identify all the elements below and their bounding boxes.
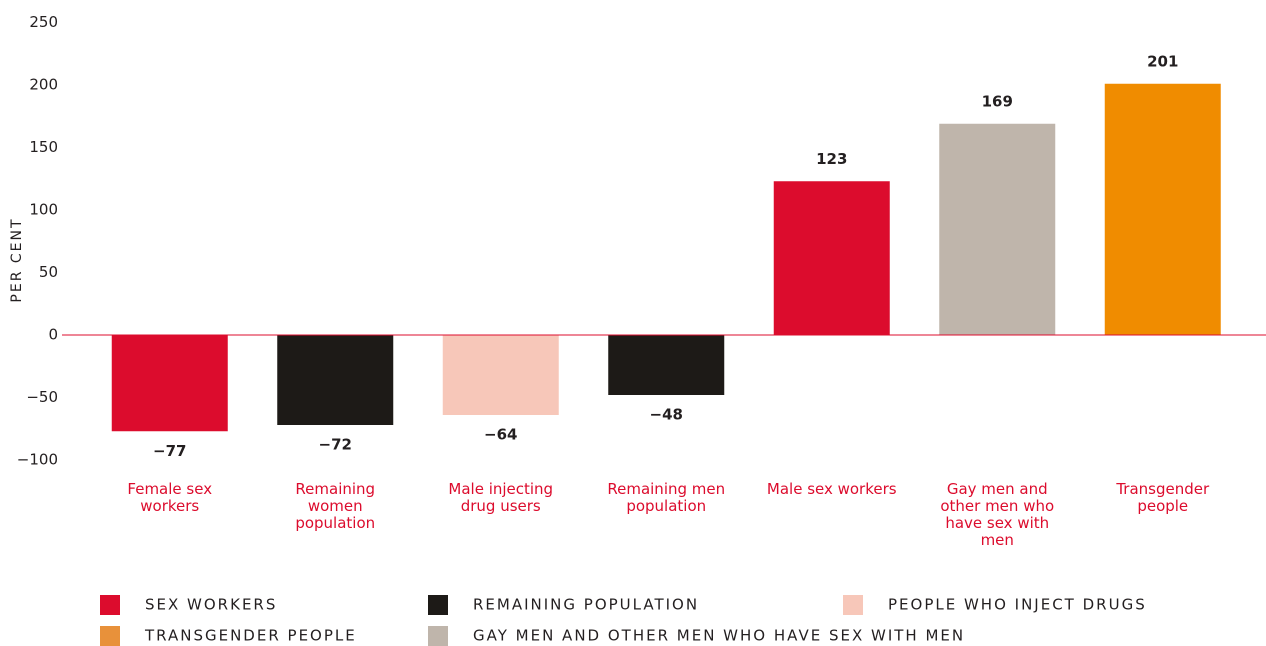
y-tick-label: −50 [26, 388, 58, 406]
x-tick-label: Remaining women population [295, 480, 376, 532]
bar [773, 181, 890, 335]
legend-swatch [428, 595, 448, 615]
x-tick-label: Remaining men population [607, 480, 726, 515]
bar [608, 335, 725, 395]
y-tick-label: 50 [39, 263, 58, 281]
bar [1104, 83, 1221, 335]
value-label: −48 [650, 406, 683, 424]
bar [111, 335, 228, 432]
y-tick-label: 150 [29, 138, 58, 156]
y-tick-label: 0 [48, 326, 58, 344]
y-tick-label: 200 [29, 76, 58, 94]
legend-swatch [100, 626, 120, 646]
x-tick-label: Male sex workers [766, 480, 897, 498]
legend-label: PEOPLE WHO INJECT DRUGS [888, 596, 1147, 614]
value-label: −72 [319, 436, 352, 454]
value-label: 123 [816, 150, 847, 168]
bar [277, 335, 394, 425]
value-label: 201 [1147, 52, 1178, 70]
legend-label: GAY MEN AND OTHER MEN WHO HAVE SEX WITH … [473, 627, 965, 645]
legend-swatch [100, 595, 120, 615]
y-tick-label: 250 [29, 13, 58, 31]
x-tick-label: Female sex workers [127, 480, 213, 515]
y-tick-label: 100 [29, 201, 58, 219]
y-tick-label: −100 [17, 451, 58, 469]
x-tick-label: Transgender people [1116, 480, 1210, 515]
value-label: −64 [484, 426, 517, 444]
bar [442, 335, 559, 415]
value-label: 169 [982, 92, 1013, 110]
legend-label: TRANSGENDER PEOPLE [144, 627, 357, 645]
legend-label: REMAINING POPULATION [473, 596, 699, 614]
bar [939, 123, 1056, 335]
y-axis-label: PER CENT [9, 217, 25, 302]
legend-label: SEX WORKERS [145, 596, 277, 614]
x-tick-label: Gay men and other men who have sex with … [940, 480, 1055, 549]
legend-swatch [428, 626, 448, 646]
x-tick-label: Male injecting drug users [448, 480, 554, 515]
legend-swatch [843, 595, 863, 615]
value-label: −77 [153, 442, 186, 460]
